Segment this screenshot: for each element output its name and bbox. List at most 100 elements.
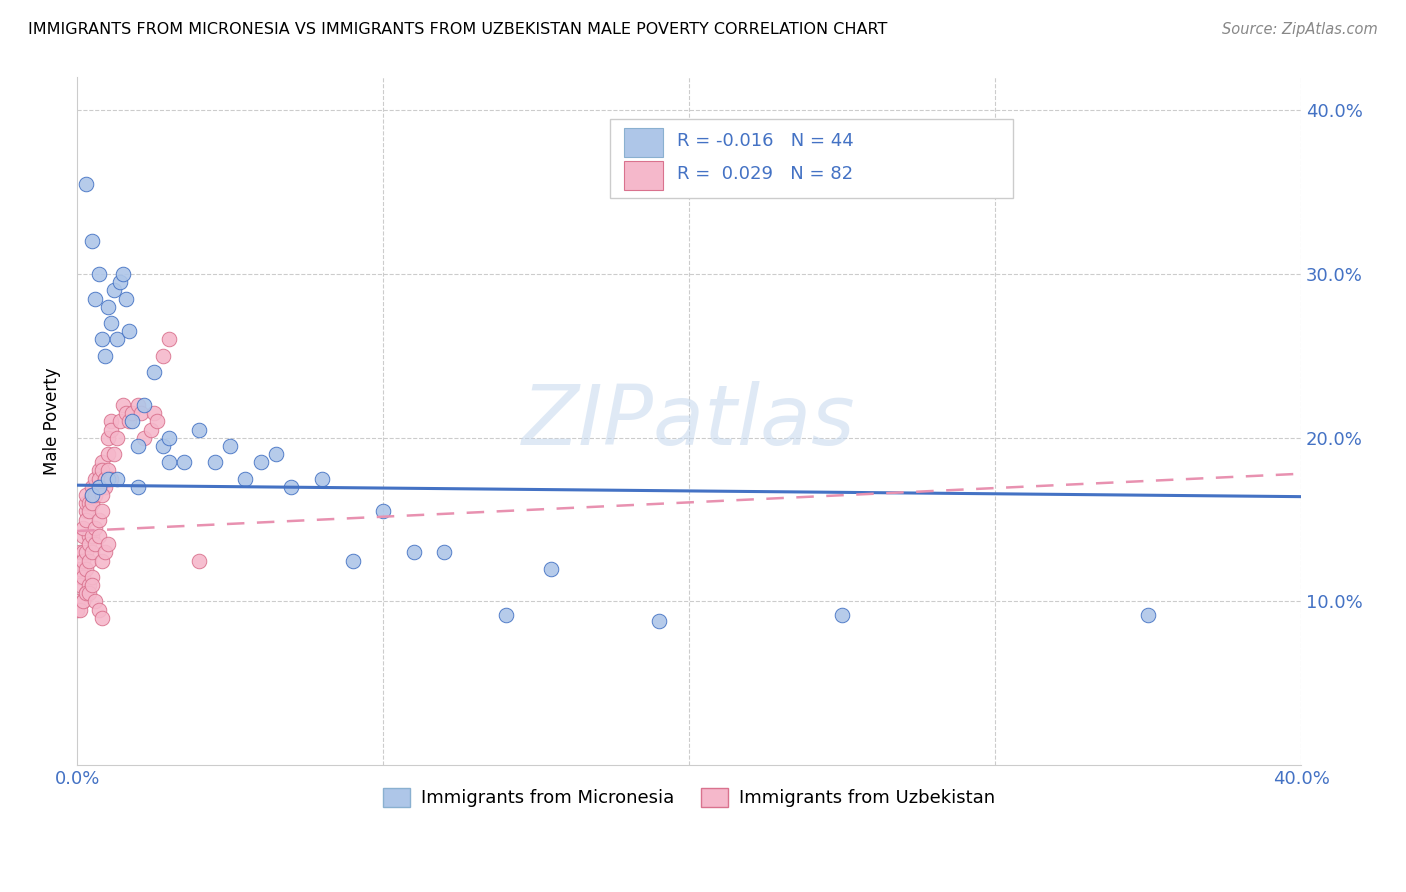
- Point: [134, 398, 156, 412]
- Point: [69, 602, 91, 616]
- Point: [145, 414, 167, 428]
- Point: [157, 333, 180, 347]
- Point: [103, 283, 125, 297]
- Point: [647, 614, 669, 628]
- Y-axis label: Male Poverty: Male Poverty: [44, 368, 60, 475]
- Point: [100, 316, 122, 330]
- Point: [79, 504, 101, 518]
- Text: IMMIGRANTS FROM MICRONESIA VS IMMIGRANTS FROM UZBEKISTAN MALE POVERTY CORRELATIO: IMMIGRANTS FROM MICRONESIA VS IMMIGRANTS…: [28, 22, 887, 37]
- Point: [219, 439, 242, 453]
- Point: [97, 300, 120, 314]
- Point: [105, 431, 128, 445]
- Point: [69, 570, 91, 584]
- Point: [188, 553, 211, 567]
- Point: [75, 586, 97, 600]
- FancyBboxPatch shape: [610, 119, 1014, 198]
- Point: [75, 177, 97, 191]
- Point: [90, 463, 112, 477]
- Point: [84, 537, 107, 551]
- Point: [152, 349, 174, 363]
- Point: [69, 578, 91, 592]
- Point: [118, 414, 141, 428]
- Point: [108, 275, 131, 289]
- Point: [103, 447, 125, 461]
- Point: [72, 545, 94, 559]
- Point: [75, 545, 97, 559]
- Point: [87, 472, 110, 486]
- Point: [105, 333, 128, 347]
- Point: [90, 611, 112, 625]
- Point: [97, 463, 120, 477]
- Point: [90, 504, 112, 518]
- Point: [402, 545, 425, 559]
- Point: [118, 324, 141, 338]
- Point: [72, 521, 94, 535]
- Point: [280, 480, 302, 494]
- Point: [82, 529, 104, 543]
- Point: [82, 570, 104, 584]
- Point: [90, 553, 112, 567]
- Point: [93, 472, 115, 486]
- Point: [79, 586, 101, 600]
- Point: [82, 488, 104, 502]
- Point: [87, 463, 110, 477]
- Point: [100, 472, 122, 486]
- Point: [84, 472, 107, 486]
- Text: Source: ZipAtlas.com: Source: ZipAtlas.com: [1222, 22, 1378, 37]
- Point: [87, 512, 110, 526]
- Point: [188, 423, 211, 437]
- Point: [79, 496, 101, 510]
- Point: [1137, 607, 1160, 622]
- Point: [87, 529, 110, 543]
- Point: [82, 234, 104, 248]
- Point: [371, 504, 394, 518]
- Point: [82, 496, 104, 510]
- Point: [249, 455, 271, 469]
- Point: [75, 586, 97, 600]
- FancyBboxPatch shape: [624, 128, 664, 156]
- Point: [84, 488, 107, 502]
- Point: [142, 406, 165, 420]
- Point: [235, 472, 257, 486]
- Point: [75, 512, 97, 526]
- Point: [82, 496, 104, 510]
- Point: [97, 447, 120, 461]
- Point: [69, 562, 91, 576]
- Point: [342, 553, 364, 567]
- Point: [72, 529, 94, 543]
- Point: [72, 553, 94, 567]
- Point: [105, 472, 128, 486]
- Point: [111, 267, 134, 281]
- Point: [84, 488, 107, 502]
- Point: [831, 607, 853, 622]
- Point: [72, 594, 94, 608]
- Point: [90, 488, 112, 502]
- Point: [87, 480, 110, 494]
- Point: [157, 455, 180, 469]
- Point: [82, 480, 104, 494]
- Point: [75, 488, 97, 502]
- Point: [157, 431, 180, 445]
- Point: [127, 398, 149, 412]
- Point: [79, 578, 101, 592]
- Point: [433, 545, 456, 559]
- Point: [152, 439, 174, 453]
- Point: [75, 496, 97, 510]
- Point: [79, 553, 101, 567]
- Point: [84, 521, 107, 535]
- Text: R =  0.029   N = 82: R = 0.029 N = 82: [676, 165, 853, 184]
- Point: [100, 414, 122, 428]
- Point: [134, 431, 156, 445]
- Point: [66, 602, 89, 616]
- Point: [79, 529, 101, 543]
- Point: [79, 537, 101, 551]
- Point: [66, 594, 89, 608]
- Point: [264, 447, 287, 461]
- Text: R = -0.016   N = 44: R = -0.016 N = 44: [676, 132, 853, 151]
- Point: [139, 423, 162, 437]
- Point: [111, 398, 134, 412]
- Point: [90, 455, 112, 469]
- FancyBboxPatch shape: [624, 161, 664, 189]
- Point: [75, 562, 97, 576]
- Point: [127, 439, 149, 453]
